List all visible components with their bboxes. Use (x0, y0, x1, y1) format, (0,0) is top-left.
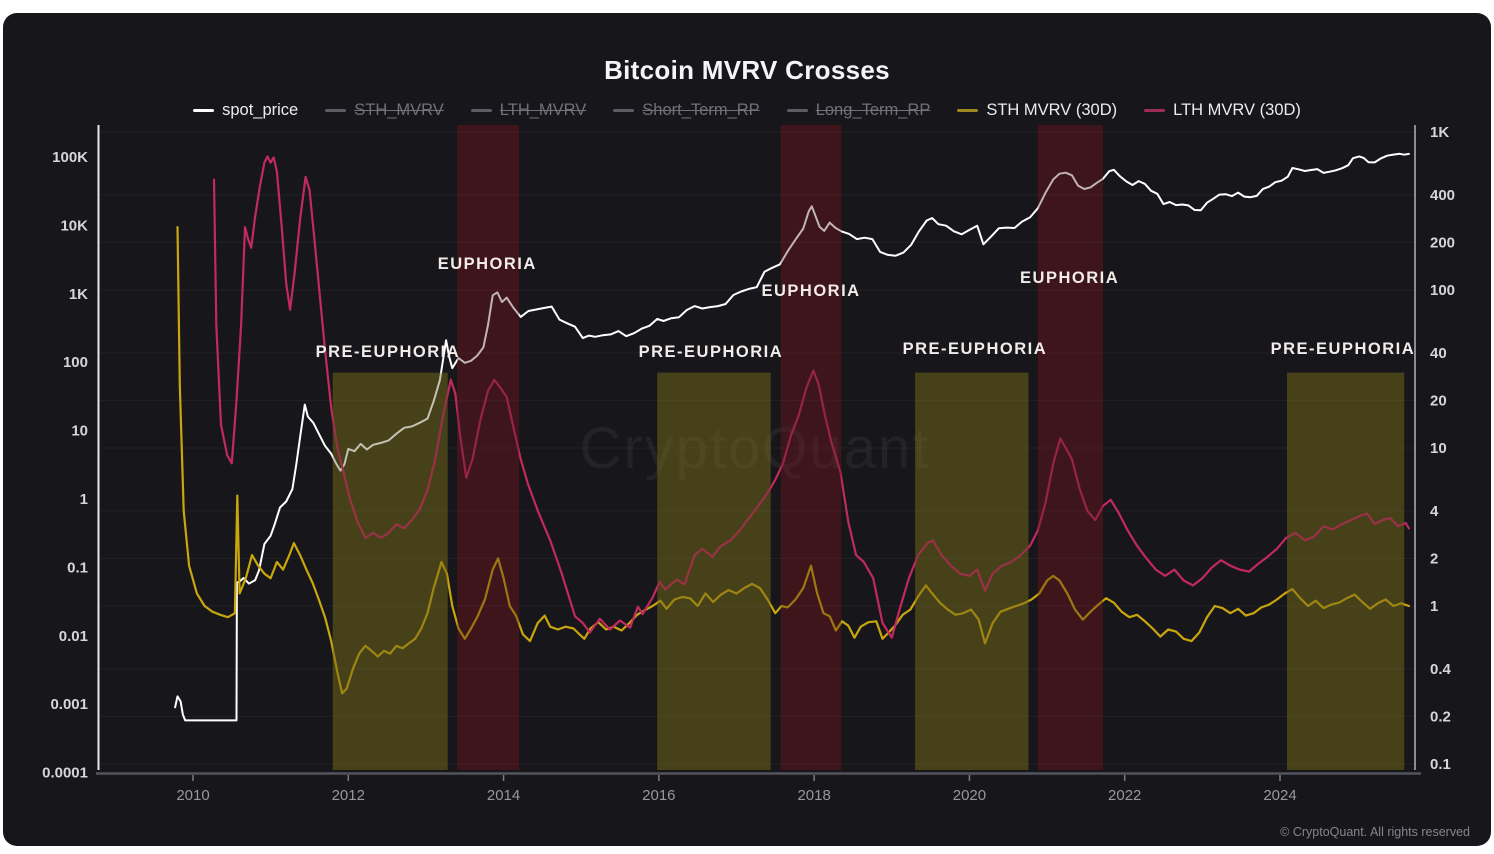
legend-item-label: Short_Term_RP (642, 101, 760, 119)
pre-euphoria-band (915, 372, 1029, 770)
euphoria-band-tint (456, 125, 520, 770)
left-axis-tick-label: 0.0001 (42, 765, 88, 782)
legend-item-label: LTH MVRV (30D) (1173, 101, 1301, 119)
right-axis-tick-label: 0.1 (1430, 756, 1451, 773)
pre-euphoria-band (657, 372, 771, 770)
series-lth-mvrv-30d- (212, 155, 1410, 639)
right-axis-tick-label: 20 (1430, 392, 1447, 409)
pre-euphoria-label: PRE-EUPHORIA (1271, 340, 1416, 358)
cryptoquant-watermark: CryptoQuant (580, 416, 931, 481)
right-axis-tick-label: 1K (1430, 124, 1449, 141)
left-axis-tick-label: 1K (69, 286, 88, 303)
euphoria-band (780, 125, 842, 770)
pre-euphoria-band (1286, 372, 1405, 770)
pre-euphoria-band-tint (1286, 372, 1405, 770)
pre-euphoria-label: PRE-EUPHORIA (903, 340, 1048, 358)
year-tick-label: 2014 (487, 787, 520, 804)
legend-item-spot-price[interactable]: spot_price (193, 101, 298, 120)
left-axis-tick-label: 0.1 (67, 559, 88, 576)
legend-item-label: spot_price (222, 101, 299, 119)
left-axis-tick-label: 1 (80, 491, 88, 508)
legend-item-lth-mvrv[interactable]: LTH_MVRV (470, 101, 587, 120)
legend-item-label: STH_MVRV (354, 101, 444, 119)
left-axis-tick-label: 10K (60, 217, 88, 234)
legend-item-sth-mvrv-30d-[interactable]: STH MVRV (30D) (957, 101, 1117, 120)
right-axis-tick-label: 0.2 (1430, 708, 1451, 725)
series-sth-mvrv-30d- (176, 226, 1410, 695)
year-tick-label: 2022 (1108, 787, 1141, 804)
year-tick-label: 2018 (797, 787, 830, 804)
euphoria-label: EUPHORIA (438, 255, 537, 273)
year-tick-label: 2016 (642, 787, 675, 804)
year-tick-label: 2020 (953, 787, 986, 804)
legend-dash-icon (957, 109, 979, 112)
legend-dash-icon (193, 109, 215, 112)
legend-dash-icon (613, 109, 635, 112)
legend-dash-icon (786, 109, 808, 112)
series-spot-price (174, 152, 1410, 722)
year-tick-label: 2024 (1263, 787, 1296, 804)
pre-euphoria-band-tint (915, 372, 1029, 770)
left-axis-tick-label: 0.01 (59, 628, 88, 645)
right-axis-tick-label: 1 (1430, 598, 1438, 615)
left-axis-tick-label: 100 (63, 354, 88, 371)
euphoria-band-tint (780, 125, 842, 770)
legend-item-sth-mvrv[interactable]: STH_MVRV (325, 101, 444, 120)
left-axis-tick-label: 0.001 (50, 696, 88, 713)
legend-item-long-term-rp[interactable]: Long_Term_RP (786, 101, 931, 120)
right-axis-tick-label: 200 (1430, 234, 1455, 251)
legend-item-label: LTH_MVRV (499, 101, 587, 119)
left-axis-tick-label: 100K (52, 149, 88, 166)
right-axis-tick-label: 4 (1430, 503, 1439, 520)
pre-euphoria-band-tint (657, 372, 771, 770)
pre-euphoria-label: PRE-EUPHORIA (639, 343, 784, 361)
legend-dash-icon (470, 109, 492, 112)
euphoria-label: EUPHORIA (1020, 269, 1119, 287)
right-axis-tick-label: 2 (1430, 550, 1438, 567)
right-axis-tick-label: 10 (1430, 440, 1447, 457)
year-tick-label: 2012 (332, 787, 365, 804)
legend-item-lth-mvrv-30d-[interactable]: LTH MVRV (30D) (1144, 101, 1301, 120)
legend-dash-icon (325, 109, 347, 112)
legend-item-label: STH MVRV (30D) (986, 101, 1118, 119)
euphoria-band (456, 125, 520, 770)
legend-dash-icon (1144, 109, 1166, 112)
chart-title: Bitcoin MVRV Crosses (604, 55, 890, 85)
legend-item-label: Long_Term_RP (815, 101, 931, 119)
right-axis-tick-label: 40 (1430, 345, 1447, 362)
right-axis-tick-label: 400 (1430, 187, 1455, 204)
euphoria-label: EUPHORIA (761, 282, 860, 300)
euphoria-band (1037, 125, 1103, 770)
pre-euphoria-label: PRE-EUPHORIA (316, 343, 461, 361)
copyright-attribution: © CryptoQuant. All rights reserved (1280, 825, 1470, 839)
legend-item-short-term-rp[interactable]: Short_Term_RP (613, 101, 760, 120)
euphoria-band-tint (1037, 125, 1103, 770)
right-axis-tick-label: 100 (1430, 282, 1455, 299)
year-tick-label: 2010 (176, 787, 209, 804)
pre-euphoria-band-tint (332, 372, 448, 770)
right-axis-tick-label: 0.4 (1430, 661, 1452, 678)
left-axis-tick-label: 10 (71, 423, 88, 440)
legend: spot_price STH_MVRV LTH_MVRV Short_Term_RP L… (3, 101, 1491, 120)
